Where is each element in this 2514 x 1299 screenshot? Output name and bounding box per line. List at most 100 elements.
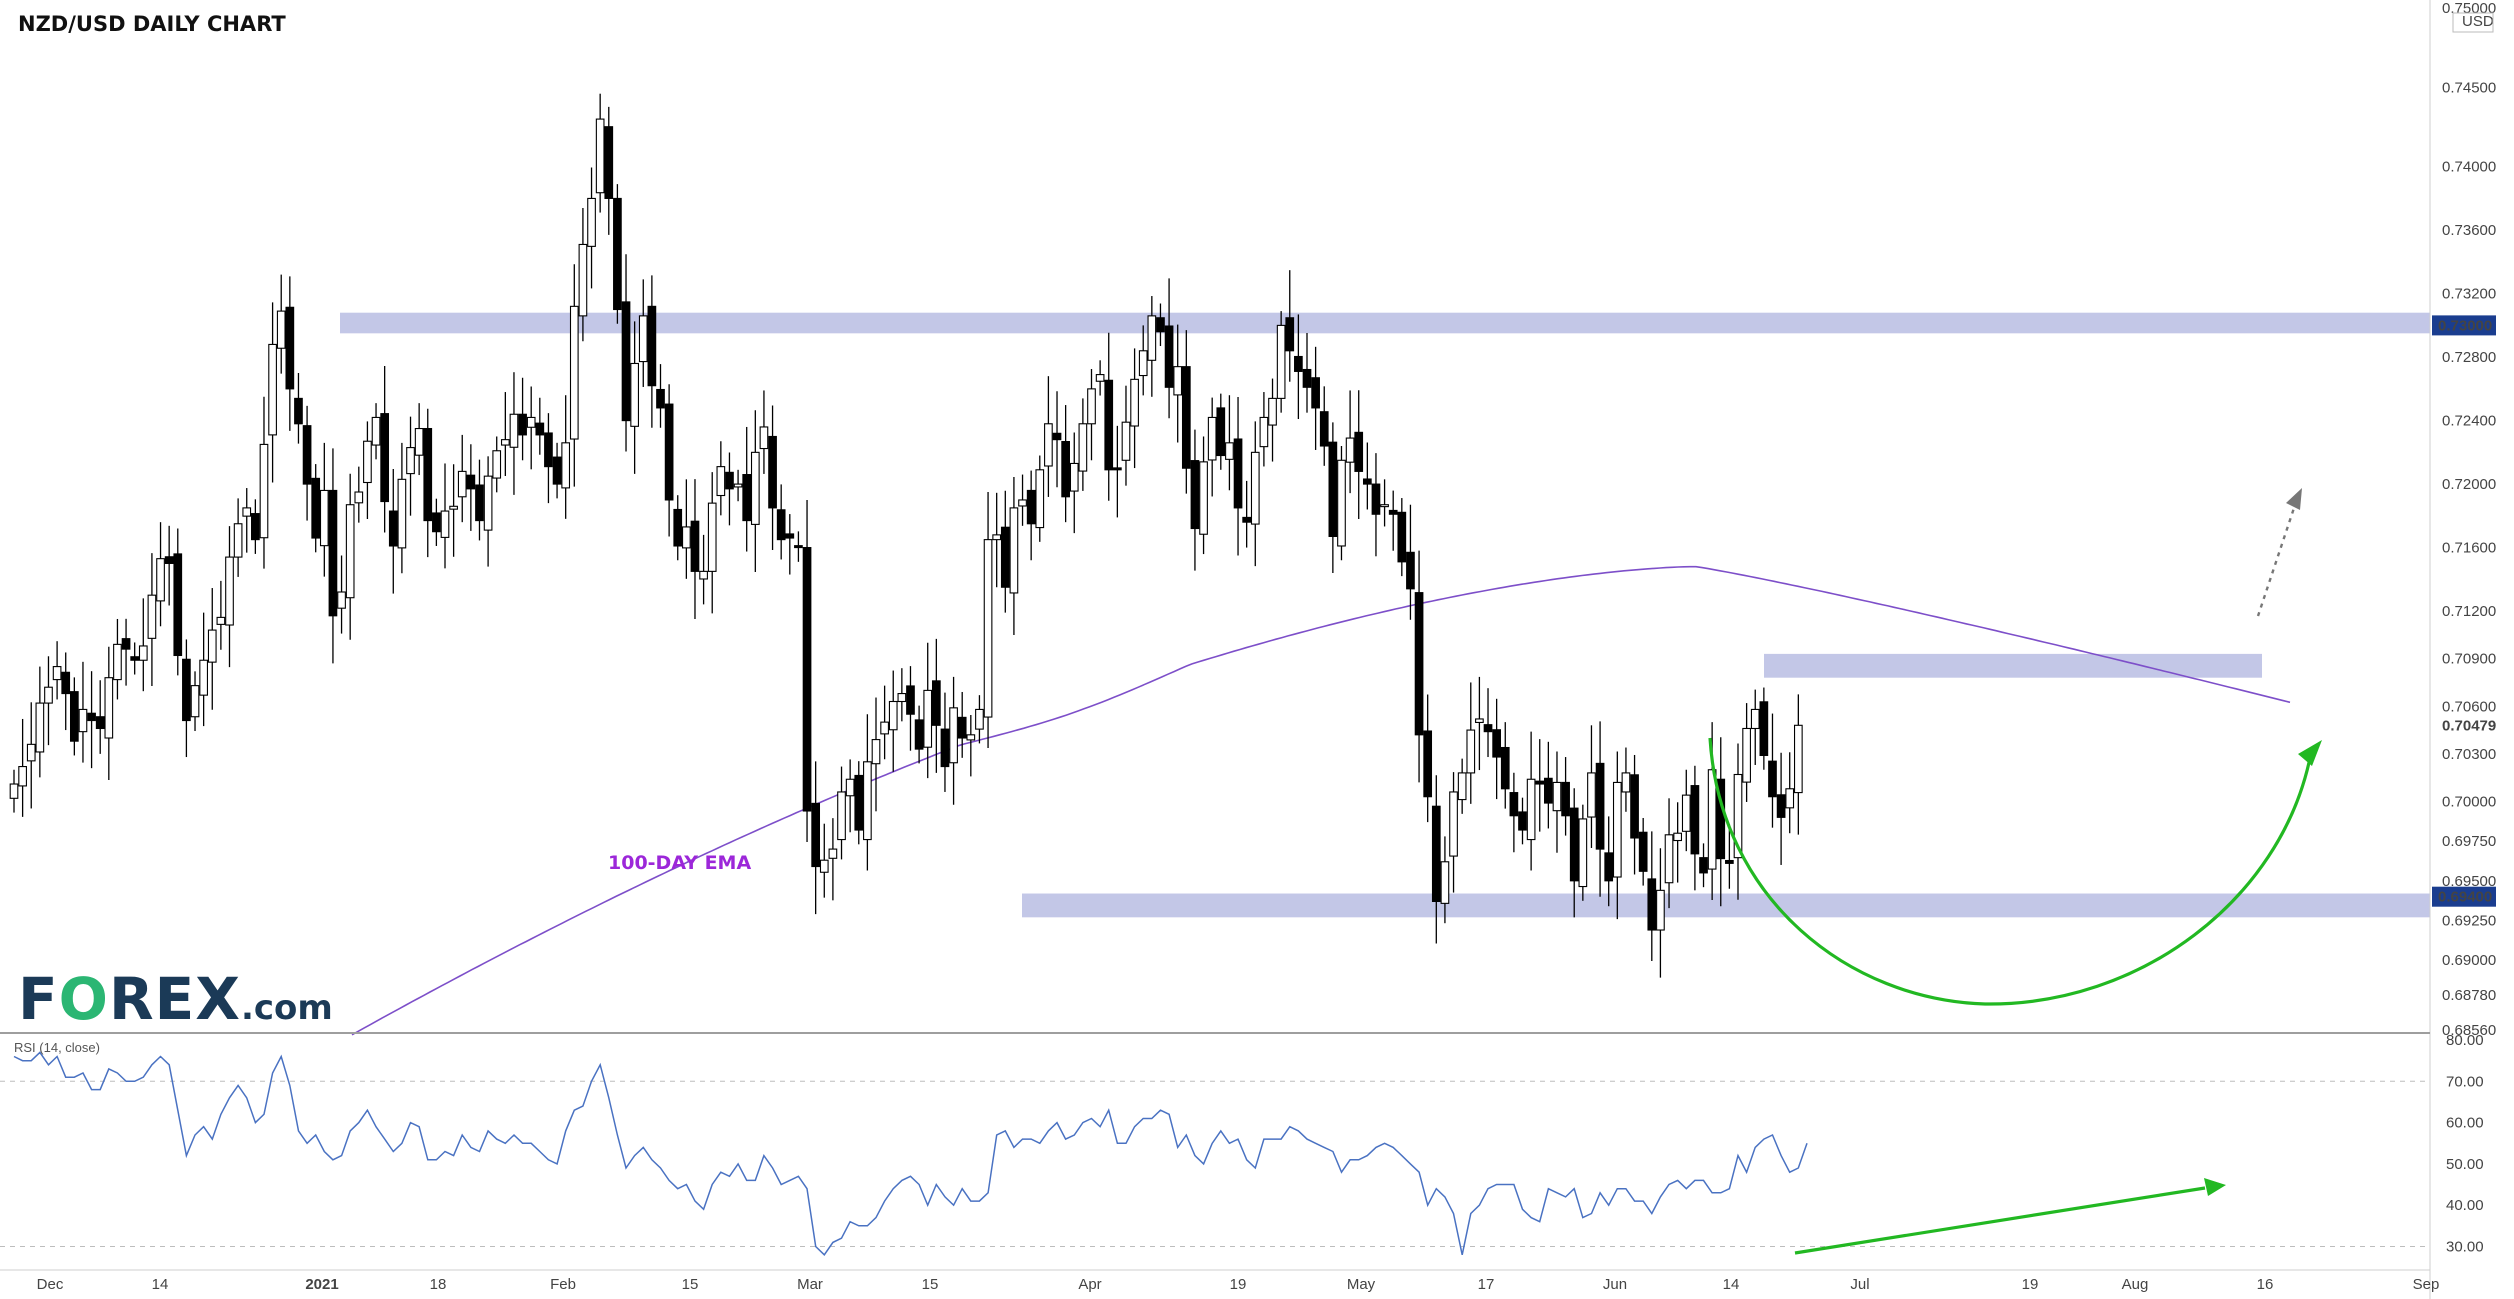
cup-arc — [1708, 737, 2312, 1006]
candle-body — [1725, 859, 1734, 864]
time-tick-label: 14 — [1723, 1276, 1740, 1293]
candle-body — [1535, 780, 1545, 785]
time-tick-label: 15 — [922, 1276, 939, 1293]
candle-body — [664, 403, 674, 501]
breakout-arrowhead — [2286, 488, 2302, 510]
candle-body — [1138, 350, 1148, 377]
rsi-tick-label: 50.00 — [2446, 1156, 2484, 1173]
zone-resistance-0.7090 — [1764, 653, 2262, 678]
candle-body — [776, 509, 786, 541]
candle-body — [1026, 489, 1036, 525]
candle-body — [1242, 516, 1252, 523]
time-tick-label: 19 — [2022, 1276, 2039, 1293]
candle-body — [61, 671, 71, 695]
candle-body — [1793, 724, 1803, 794]
price-tick-label: 0.71200 — [2442, 603, 2496, 620]
candle-body — [457, 470, 467, 498]
candle-body — [1475, 718, 1484, 723]
candle-body — [1733, 773, 1743, 859]
candle-body — [992, 534, 1002, 541]
candle-body — [251, 513, 260, 541]
candle-body — [949, 707, 958, 764]
rsi-divergence-arrowhead — [2204, 1178, 2226, 1196]
logo-letter-o: O — [58, 965, 109, 1033]
candle-body — [544, 432, 553, 468]
candle-body — [1716, 778, 1726, 860]
candle-body — [837, 791, 846, 841]
currency-box — [2452, 12, 2494, 33]
candle-body — [9, 783, 19, 799]
candle-body — [957, 716, 967, 739]
candle-body — [1018, 499, 1027, 507]
candle-body — [1509, 792, 1519, 817]
candle-body — [1500, 746, 1510, 790]
ema-label: 100-DAY EMA — [608, 852, 752, 874]
candle-body — [604, 126, 614, 199]
candle-body — [1690, 785, 1700, 855]
candle-body — [78, 708, 88, 733]
candle-body — [1388, 509, 1398, 515]
chart-title: NZD/USD DAILY CHART — [18, 12, 286, 36]
candle-body — [742, 474, 752, 522]
candle-body — [802, 547, 812, 812]
candle-body — [863, 761, 872, 841]
candle-body — [1199, 461, 1208, 535]
candle-body — [44, 686, 53, 704]
candle-body — [294, 397, 303, 425]
candle-body — [113, 643, 122, 681]
candle-body — [164, 556, 174, 564]
candle-body — [888, 700, 898, 731]
candle-body — [337, 591, 346, 609]
candle-body — [811, 802, 821, 868]
candle-body — [526, 416, 536, 428]
candle-body — [518, 413, 527, 436]
candle-body — [1147, 315, 1157, 361]
rsi-tick-label: 40.00 — [2446, 1197, 2484, 1214]
candle-body — [1173, 366, 1183, 396]
candle-body — [1207, 416, 1217, 461]
ema-100-line — [351, 565, 2291, 1036]
candle-body — [578, 243, 588, 317]
candle-body — [1190, 460, 1200, 530]
candle-body — [121, 638, 131, 650]
rsi-line — [13, 1051, 1808, 1256]
candle-body — [595, 118, 605, 194]
candle-body — [1518, 811, 1527, 831]
candle-body — [975, 708, 984, 730]
price-tick-label: 0.72800 — [2442, 349, 2496, 366]
candle-body — [483, 475, 493, 531]
candle-body — [423, 427, 433, 522]
candle-body — [759, 426, 769, 450]
candle-body — [682, 526, 691, 549]
rsi-tick-label: 80.00 — [2446, 1032, 2484, 1049]
candle-body — [561, 442, 571, 489]
candle-body — [397, 478, 407, 549]
candle-body — [69, 691, 79, 742]
candlesticks — [9, 93, 1803, 978]
candle-body — [1449, 791, 1458, 857]
candle-body — [1604, 852, 1614, 882]
price-tick-label: 0.71600 — [2442, 540, 2496, 557]
candle-body — [1552, 781, 1562, 812]
candle-body — [1121, 421, 1131, 461]
candle-body — [716, 466, 726, 497]
candle-body — [449, 505, 458, 510]
current-price-label: 0.70479 — [2442, 717, 2496, 734]
candle-body — [871, 739, 881, 765]
candle-body — [1440, 861, 1450, 904]
candle-body — [673, 508, 683, 547]
zone-resistance-0.7300 — [340, 312, 2430, 334]
price-tick-label: 0.73200 — [2442, 286, 2496, 303]
candle-body — [440, 510, 450, 538]
candle-body — [828, 848, 838, 859]
price-tick-label: 0.72400 — [2442, 413, 2496, 430]
candle-body — [1630, 774, 1639, 839]
candle-body — [466, 474, 476, 490]
time-tick-label: Apr — [1078, 1276, 1101, 1293]
candle-body — [1483, 724, 1493, 733]
candle-body — [1233, 438, 1243, 509]
time-tick-label: 16 — [2257, 1276, 2274, 1293]
candle-body — [621, 301, 631, 422]
rsi-tick-label: 60.00 — [2446, 1115, 2484, 1132]
